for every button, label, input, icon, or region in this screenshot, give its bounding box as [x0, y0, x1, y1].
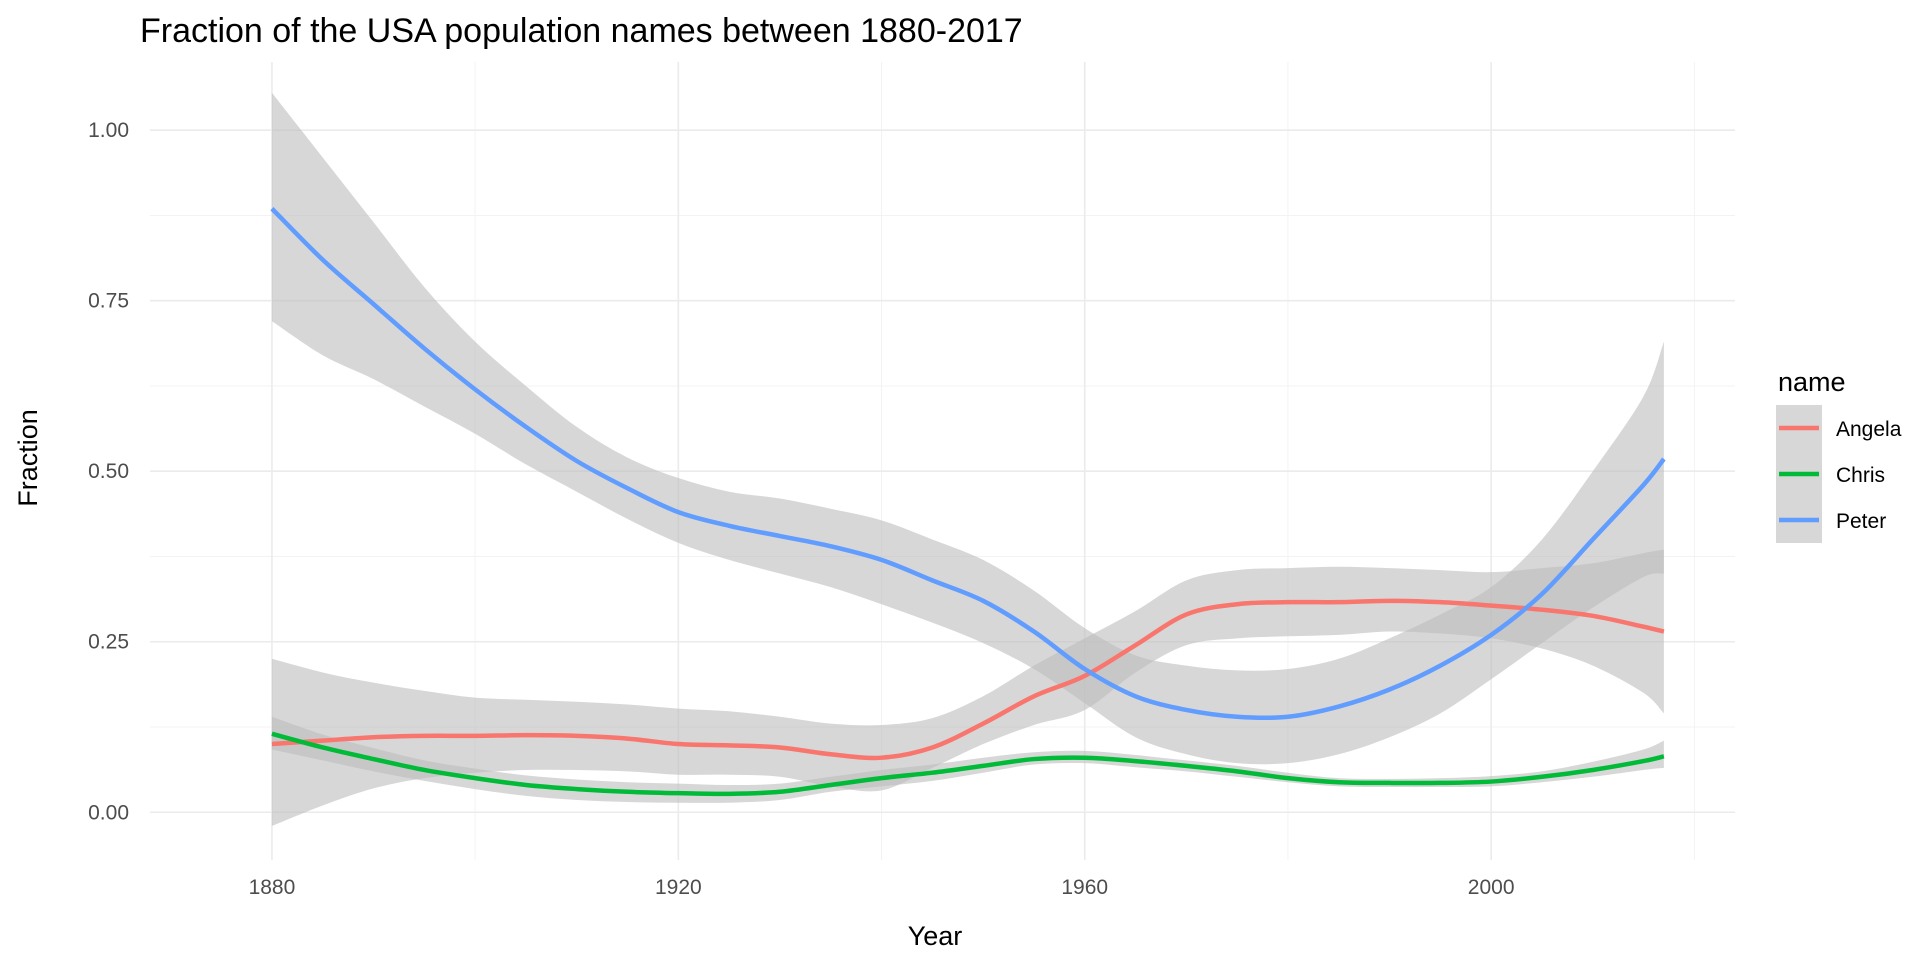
- series-line-peter: [270, 207, 1666, 721]
- confidence-band-peter: [271, 92, 1664, 765]
- chart-title: Fraction of the USA population names bet…: [140, 12, 1023, 50]
- y-tick-label: 1.00: [88, 119, 129, 142]
- legend-title: name: [1778, 367, 1846, 397]
- y-tick-label: 0.50: [88, 460, 129, 483]
- series-lines: [270, 207, 1666, 797]
- legend-label-chris: Chris: [1836, 464, 1885, 487]
- legend-label-peter: Peter: [1836, 510, 1886, 533]
- x-tick-label: 2000: [1468, 876, 1515, 899]
- legend-label-angela: Angela: [1836, 418, 1902, 441]
- confidence-band-angela: [271, 549, 1664, 826]
- x-axis-title: Year: [908, 921, 963, 951]
- x-tick-label: 1960: [1061, 876, 1108, 899]
- series-line-chris: [271, 731, 1665, 797]
- legend: name Angela Chris Peter: [1776, 367, 1902, 543]
- x-tick-label: 1880: [249, 876, 296, 899]
- y-tick-label: 0.75: [88, 290, 129, 313]
- y-tick-label: 0.00: [88, 801, 129, 824]
- tick-labels: 0.00 0.25 0.50 0.75 1.00 1880 1920 1960 2000: [88, 119, 1514, 899]
- confidence-bands: [271, 92, 1664, 826]
- y-axis-title: Fraction: [13, 409, 43, 507]
- series-line-angela: [271, 598, 1665, 761]
- y-tick-label: 0.25: [88, 631, 129, 654]
- x-tick-label: 1920: [655, 876, 702, 899]
